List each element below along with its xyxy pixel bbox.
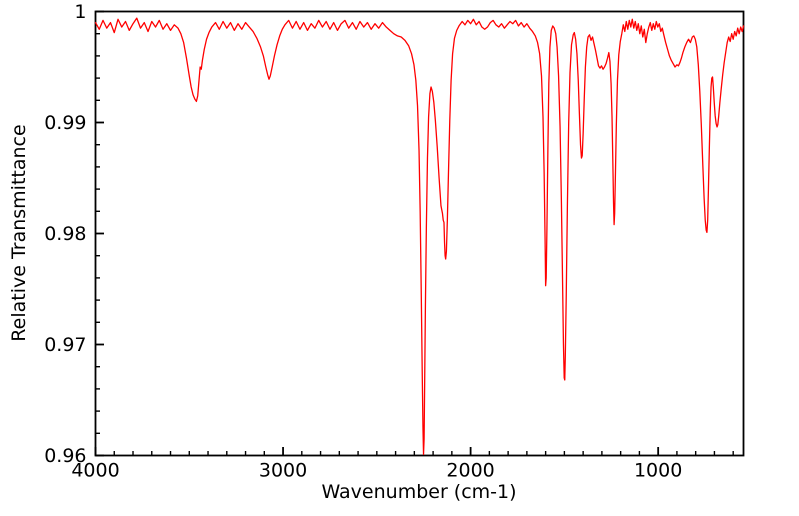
y-tick-label: 0.96: [44, 445, 86, 467]
x-tick-label: 3000: [259, 460, 307, 482]
y-tick-label: 0.99: [44, 112, 86, 134]
spectrum-line: [94, 17, 745, 456]
y-axis-label: Relative Transmittance: [8, 124, 30, 342]
x-axis-label: Wavenumber (cm-1): [321, 481, 517, 503]
y-tick-label: 0.97: [44, 334, 86, 356]
x-tick-label: 1000: [634, 460, 682, 482]
x-tick-label: 2000: [446, 460, 494, 482]
plot-frame: [94, 10, 745, 457]
x-tick-label: 4000: [71, 460, 119, 482]
y-tick-label: 0.98: [44, 223, 86, 245]
y-tick-label: 1: [74, 1, 86, 23]
